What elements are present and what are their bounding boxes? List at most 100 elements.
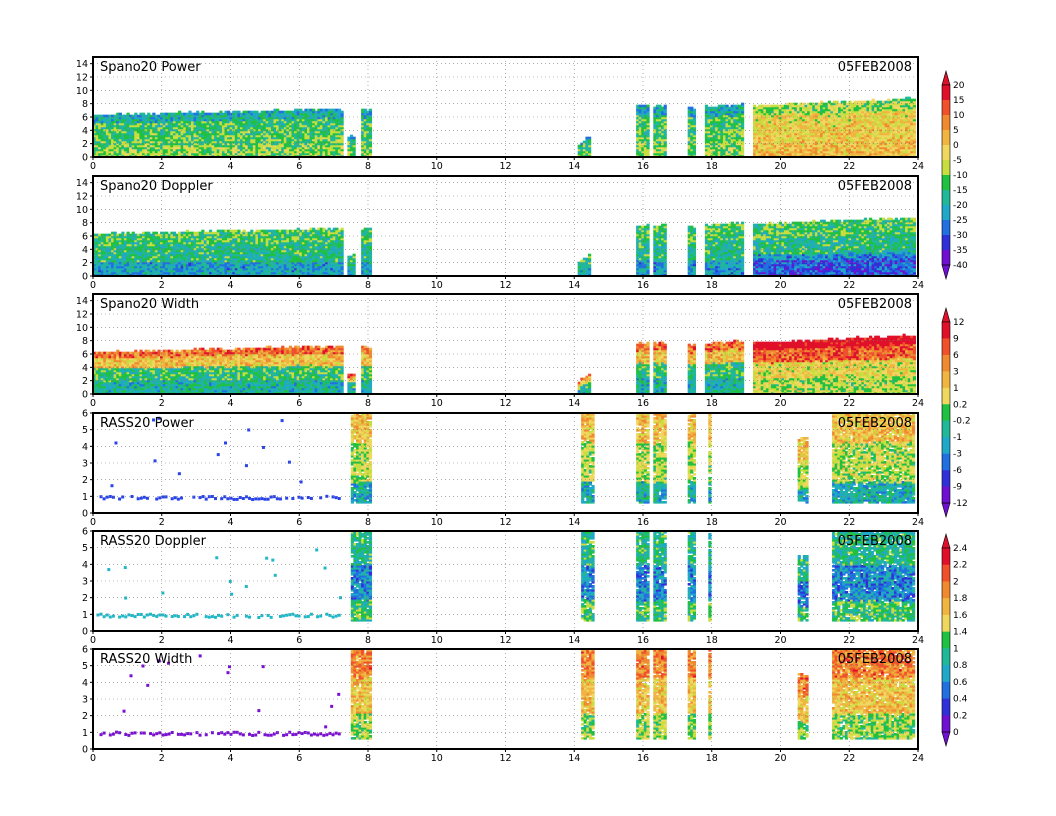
heatmap-cell xyxy=(577,152,581,156)
heatmap-cell xyxy=(322,144,326,148)
heatmap-cell xyxy=(196,112,200,116)
heatmap-cell xyxy=(299,114,303,118)
heatmap-cell xyxy=(242,110,246,114)
heatmap-cell xyxy=(203,126,208,130)
heatmap-cell xyxy=(804,154,808,157)
heatmap-cell xyxy=(193,138,197,142)
heatmap-cell xyxy=(902,144,906,148)
heatmap-cell xyxy=(801,142,806,146)
heatmap-cell xyxy=(201,140,205,144)
heatmap-cell xyxy=(894,108,898,112)
heatmap-cell xyxy=(866,130,870,134)
heatmap-cell xyxy=(866,144,870,148)
x-tick-label: 20 xyxy=(774,161,786,172)
heatmap-cell xyxy=(663,128,667,132)
heatmap-cell xyxy=(801,112,806,116)
heatmap-cell xyxy=(778,130,782,134)
heatmap-cell xyxy=(781,118,785,122)
heatmap-cell xyxy=(850,144,855,148)
heatmap-cell xyxy=(281,154,285,157)
heatmap-cell xyxy=(319,140,324,144)
heatmap-cell xyxy=(720,130,724,134)
heatmap-cell xyxy=(268,130,272,134)
heatmap-cell xyxy=(661,126,665,130)
heatmap-cell xyxy=(822,154,826,157)
heatmap-cell xyxy=(306,126,311,130)
heatmap-cell xyxy=(725,106,729,110)
heatmap-cell xyxy=(817,154,821,157)
heatmap-cell xyxy=(103,251,107,255)
heatmap-cell xyxy=(899,152,904,156)
heatmap-cell xyxy=(263,124,267,128)
heatmap-cell xyxy=(368,138,373,142)
heatmap-cell xyxy=(773,114,777,118)
heatmap-cell xyxy=(352,138,356,142)
heatmap-cell xyxy=(910,108,914,112)
heatmap-cell xyxy=(211,142,215,146)
heatmap-cell xyxy=(317,122,321,126)
heatmap-cell xyxy=(276,146,280,150)
heatmap-cell xyxy=(820,104,824,108)
heatmap-cell xyxy=(258,128,262,132)
heatmap-cell xyxy=(312,152,316,156)
heatmap-cell xyxy=(912,152,917,156)
heatmap-cell xyxy=(352,152,356,156)
heatmap-cell xyxy=(789,150,793,154)
heatmap-cell xyxy=(347,150,351,154)
heatmap-cell xyxy=(858,126,862,130)
heatmap-cell xyxy=(863,136,868,140)
heatmap-cell xyxy=(255,150,259,154)
heatmap-cell xyxy=(255,116,259,120)
heatmap-cell xyxy=(786,116,790,120)
heatmap-cell xyxy=(366,134,370,138)
heatmap-cell xyxy=(221,148,226,152)
heatmap-cell xyxy=(840,148,844,152)
heatmap-cell xyxy=(577,148,581,152)
heatmap-cell xyxy=(879,152,883,156)
heatmap-cell xyxy=(203,130,208,134)
heatmap-cell xyxy=(201,126,205,130)
heatmap-cell xyxy=(317,146,321,150)
heatmap-cell xyxy=(335,136,339,140)
heatmap-cell xyxy=(588,154,592,157)
heatmap-cell xyxy=(730,124,734,128)
heatmap-cell xyxy=(728,124,732,128)
heatmap-cell xyxy=(655,142,660,146)
heatmap-cell xyxy=(720,134,724,138)
heatmap-cell xyxy=(822,142,826,146)
heatmap-cell xyxy=(98,249,102,253)
heatmap-cell xyxy=(335,110,339,114)
heatmap-cell xyxy=(221,150,226,154)
heatmap-cell xyxy=(582,146,587,150)
heatmap-cell xyxy=(768,126,772,130)
heatmap-cell xyxy=(861,152,865,156)
heatmap-cell xyxy=(881,106,886,110)
heatmap-cell xyxy=(283,110,287,114)
heatmap-cell xyxy=(843,118,847,122)
heatmap-cell xyxy=(809,134,813,138)
heatmap-cell xyxy=(728,118,732,122)
heatmap-cell xyxy=(646,150,650,154)
heatmap-cell xyxy=(720,142,724,146)
heatmap-cell xyxy=(871,146,875,150)
heatmap-cell xyxy=(866,114,870,118)
heatmap-cell xyxy=(796,112,801,116)
heatmap-cell xyxy=(196,146,200,150)
heatmap-cell xyxy=(894,130,898,134)
heatmap-cell xyxy=(799,120,803,124)
heatmap-cell xyxy=(588,144,592,148)
heatmap-cell xyxy=(738,126,742,130)
heatmap-cell xyxy=(172,124,177,128)
heatmap-cell xyxy=(765,142,770,146)
heatmap-cell xyxy=(147,124,151,128)
heatmap-cell xyxy=(198,154,202,157)
heatmap-cell xyxy=(845,112,849,116)
heatmap-cell xyxy=(335,116,339,120)
heatmap-cell xyxy=(796,134,801,138)
heatmap-cell xyxy=(809,102,813,106)
heatmap-cell xyxy=(866,120,870,124)
heatmap-cell xyxy=(866,118,870,122)
heatmap-cell xyxy=(149,154,153,157)
heatmap-cell xyxy=(352,154,356,157)
heatmap-cell xyxy=(190,130,195,134)
